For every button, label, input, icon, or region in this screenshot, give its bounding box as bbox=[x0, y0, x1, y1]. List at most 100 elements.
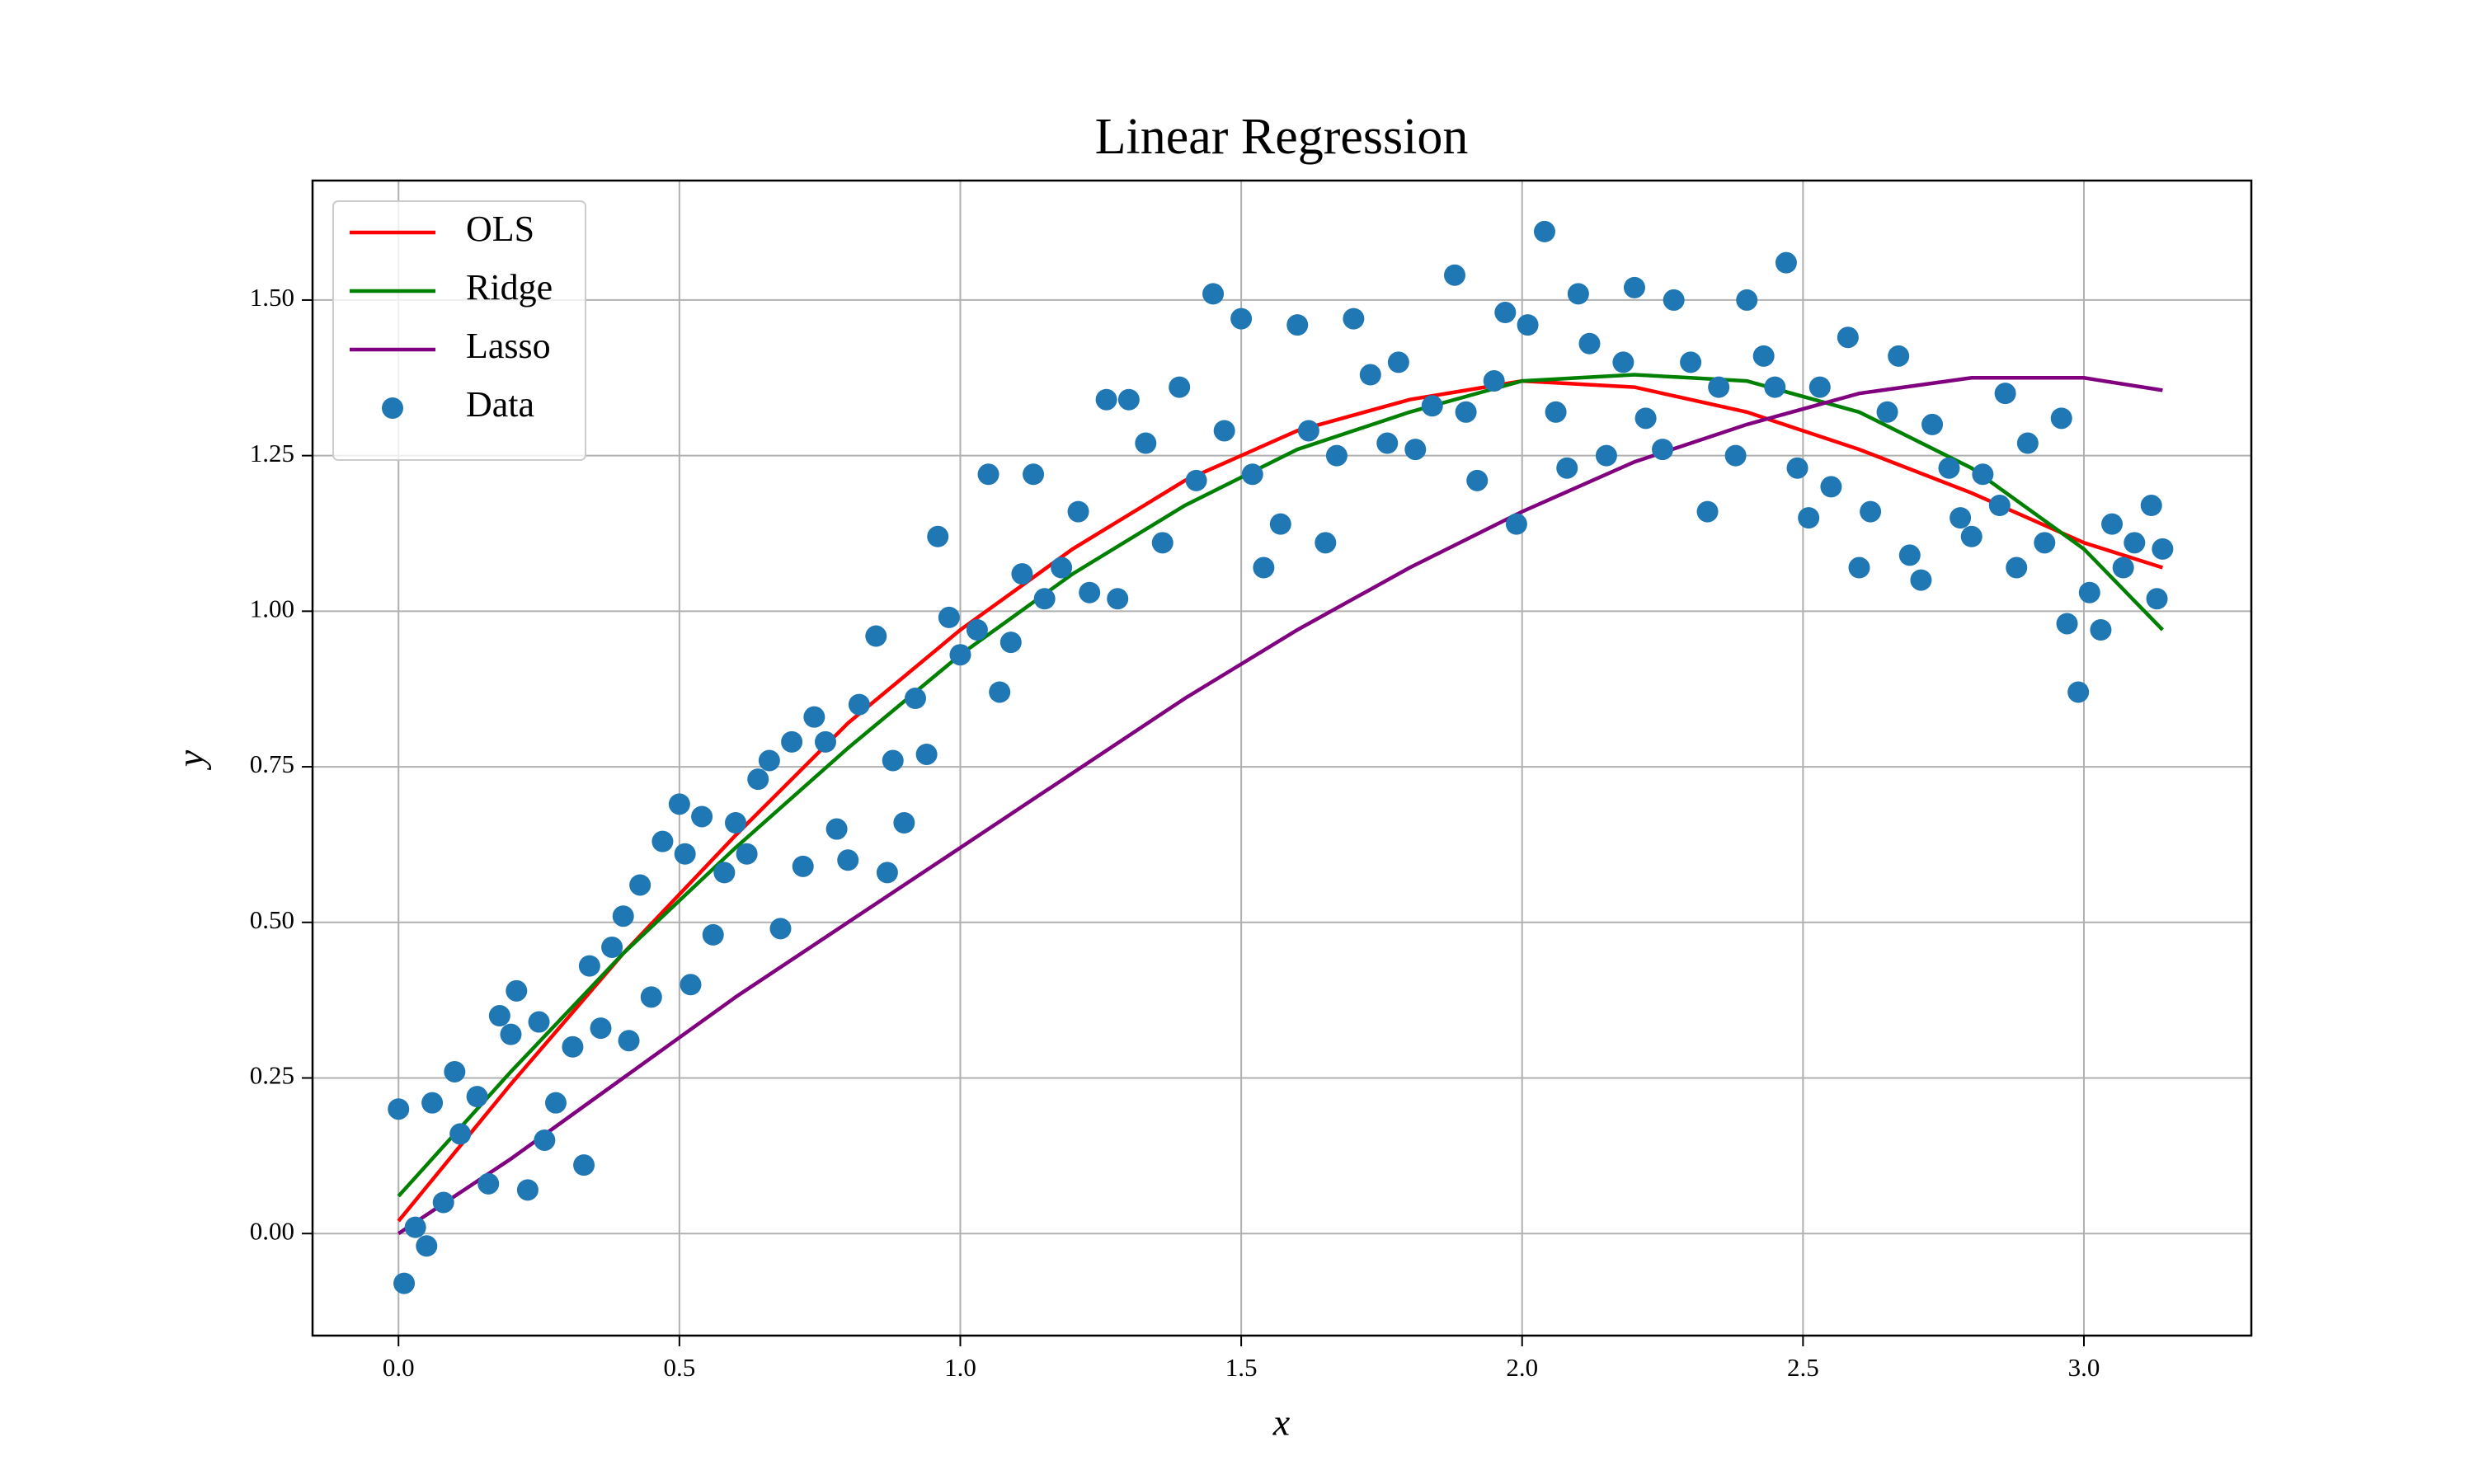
data-point bbox=[1343, 308, 1365, 330]
data-point bbox=[1325, 444, 1348, 467]
regression-line bbox=[397, 376, 2163, 1236]
data-point bbox=[1752, 345, 1775, 367]
data-point bbox=[528, 1011, 550, 1033]
y-tick-label: 0.75 bbox=[250, 749, 294, 778]
data-point bbox=[1876, 401, 1898, 423]
y-tick-label: 1.00 bbox=[250, 594, 294, 622]
data-point bbox=[1079, 581, 1101, 603]
data-point bbox=[1202, 283, 1225, 305]
data-point bbox=[1736, 289, 1758, 311]
data-point bbox=[1286, 314, 1309, 336]
data-point bbox=[601, 936, 623, 958]
data-point bbox=[1960, 525, 1982, 547]
data-point bbox=[590, 1017, 612, 1040]
data-point bbox=[1612, 351, 1634, 373]
data-point bbox=[1517, 314, 1539, 336]
data-point bbox=[2006, 556, 2028, 579]
data-point bbox=[1241, 463, 1263, 486]
data-point bbox=[2140, 495, 2162, 517]
chart-title: Linear Regression bbox=[1095, 109, 1469, 165]
x-tick-label: 3.0 bbox=[2068, 1353, 2100, 1382]
data-point bbox=[1443, 264, 1465, 286]
data-point bbox=[1910, 569, 1932, 591]
data-point bbox=[2050, 407, 2072, 430]
data-point bbox=[534, 1129, 556, 1151]
data-point bbox=[640, 986, 662, 1008]
x-tick-label: 0.5 bbox=[663, 1353, 695, 1382]
data-point bbox=[1376, 432, 1399, 454]
legend-box bbox=[332, 200, 586, 461]
data-point bbox=[674, 843, 696, 865]
data-point bbox=[1972, 463, 1994, 486]
x-tick-label: 2.5 bbox=[1787, 1353, 1819, 1382]
data-point bbox=[432, 1191, 454, 1214]
data-point bbox=[1033, 588, 1056, 610]
data-point bbox=[1135, 432, 1157, 454]
data-point bbox=[1169, 376, 1191, 398]
data-point bbox=[1888, 345, 1910, 367]
plot-area bbox=[388, 220, 2174, 1294]
y-tick-label: 0.50 bbox=[250, 905, 294, 934]
data-point bbox=[724, 812, 746, 834]
legend-marker bbox=[382, 397, 403, 419]
data-point bbox=[1533, 220, 1555, 242]
regression-line bbox=[397, 378, 2164, 1223]
data-point bbox=[1494, 302, 1517, 324]
data-point bbox=[1837, 326, 1859, 349]
data-point bbox=[1921, 413, 1944, 435]
y-tick-label: 1.50 bbox=[250, 283, 294, 312]
data-point bbox=[999, 632, 1022, 654]
data-point bbox=[1117, 388, 1140, 411]
data-point bbox=[1680, 351, 1702, 373]
data-point bbox=[989, 681, 1011, 703]
data-point bbox=[1011, 563, 1033, 585]
data-point bbox=[2067, 681, 2090, 703]
data-point bbox=[466, 1086, 488, 1108]
data-point bbox=[629, 874, 651, 896]
data-point bbox=[1808, 376, 1831, 398]
data-point bbox=[837, 849, 859, 871]
data-point bbox=[1483, 370, 1505, 392]
data-point bbox=[1994, 383, 2016, 405]
y-tick-label: 0.00 bbox=[250, 1216, 294, 1245]
data-point bbox=[966, 619, 988, 641]
data-point bbox=[668, 793, 690, 815]
data-point bbox=[769, 918, 792, 940]
data-point bbox=[1213, 420, 1235, 442]
data-point bbox=[1151, 532, 1174, 554]
data-point bbox=[1067, 500, 1089, 523]
data-point bbox=[1545, 401, 1567, 423]
data-point bbox=[449, 1123, 472, 1145]
data-point bbox=[1297, 420, 1319, 442]
data-point bbox=[2034, 532, 2056, 554]
data-point bbox=[1253, 556, 1275, 579]
data-point bbox=[2090, 619, 2112, 641]
data-point bbox=[691, 805, 713, 828]
y-tick-label: 0.25 bbox=[250, 1061, 294, 1090]
x-tick-label: 1.5 bbox=[1225, 1353, 1258, 1382]
regression-line bbox=[397, 373, 2165, 1198]
data-point bbox=[747, 768, 769, 791]
data-point bbox=[1230, 308, 1253, 330]
data-point bbox=[1820, 476, 1842, 498]
data-point bbox=[1950, 507, 1972, 529]
data-point bbox=[416, 1235, 438, 1257]
data-point bbox=[702, 923, 724, 946]
legend-label: Ridge bbox=[466, 267, 553, 308]
data-point bbox=[781, 730, 803, 753]
data-point bbox=[393, 1272, 416, 1294]
data-point bbox=[814, 730, 836, 753]
data-point bbox=[1988, 495, 2011, 517]
data-point bbox=[1860, 500, 1882, 523]
data-point bbox=[893, 812, 915, 834]
data-point bbox=[736, 843, 758, 865]
data-point bbox=[1623, 276, 1645, 298]
data-point bbox=[803, 706, 825, 728]
data-point bbox=[1634, 407, 1657, 430]
data-point bbox=[1455, 401, 1477, 423]
data-point bbox=[651, 830, 674, 852]
legend-label: Data bbox=[466, 384, 534, 425]
data-point bbox=[444, 1060, 466, 1082]
data-point bbox=[477, 1172, 500, 1195]
data-point bbox=[1567, 283, 1589, 305]
